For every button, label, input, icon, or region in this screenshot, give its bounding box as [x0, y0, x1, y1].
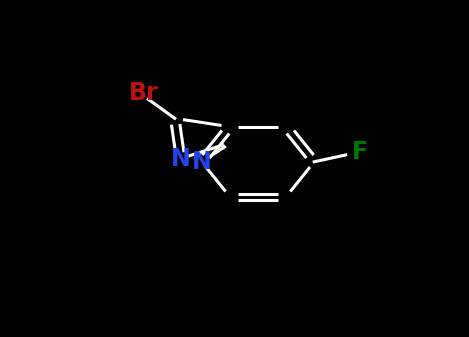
Text: Br: Br	[129, 81, 159, 104]
Text: F: F	[352, 140, 368, 163]
Text: N: N	[192, 150, 212, 174]
Text: N: N	[171, 147, 190, 171]
